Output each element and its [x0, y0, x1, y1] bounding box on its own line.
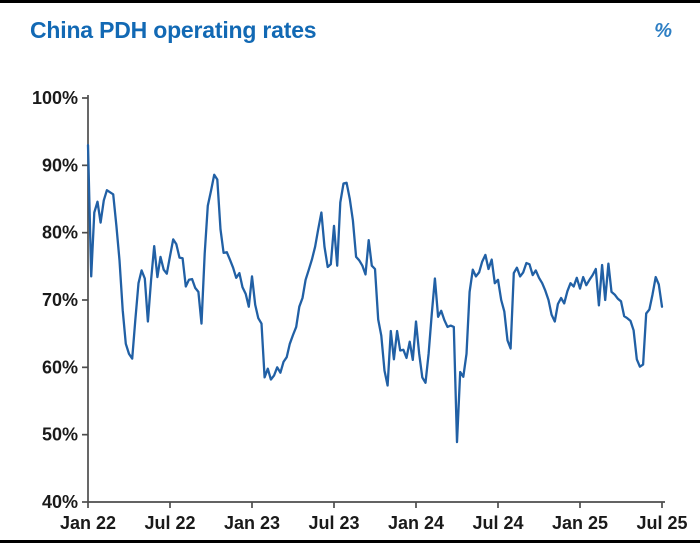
chart-title: China PDH operating rates: [30, 17, 317, 43]
x-tick-label: Jul 23: [308, 513, 359, 533]
x-tick-label: Jul 22: [144, 513, 195, 533]
x-tick-label: Jul 24: [472, 513, 523, 533]
y-tick-label: 100%: [32, 88, 78, 108]
y-tick-label: 40%: [42, 492, 78, 512]
y-tick-label: 60%: [42, 357, 78, 377]
x-tick-label: Jan 24: [388, 513, 444, 533]
bottom-border-rule: [0, 540, 700, 543]
series-line: [86, 143, 664, 444]
x-tick-label: Jan 25: [552, 513, 608, 533]
y-tick-label: 70%: [42, 290, 78, 310]
top-border-rule: [0, 0, 700, 3]
x-tick-label: Jan 23: [224, 513, 280, 533]
y-axis-unit-label: %: [654, 20, 672, 42]
x-tick-label: Jul 25: [636, 513, 687, 533]
y-tick-label: 50%: [42, 425, 78, 445]
y-tick-label: 80%: [42, 223, 78, 243]
x-tick-label: Jan 22: [60, 513, 116, 533]
y-tick-label: 90%: [42, 155, 78, 175]
